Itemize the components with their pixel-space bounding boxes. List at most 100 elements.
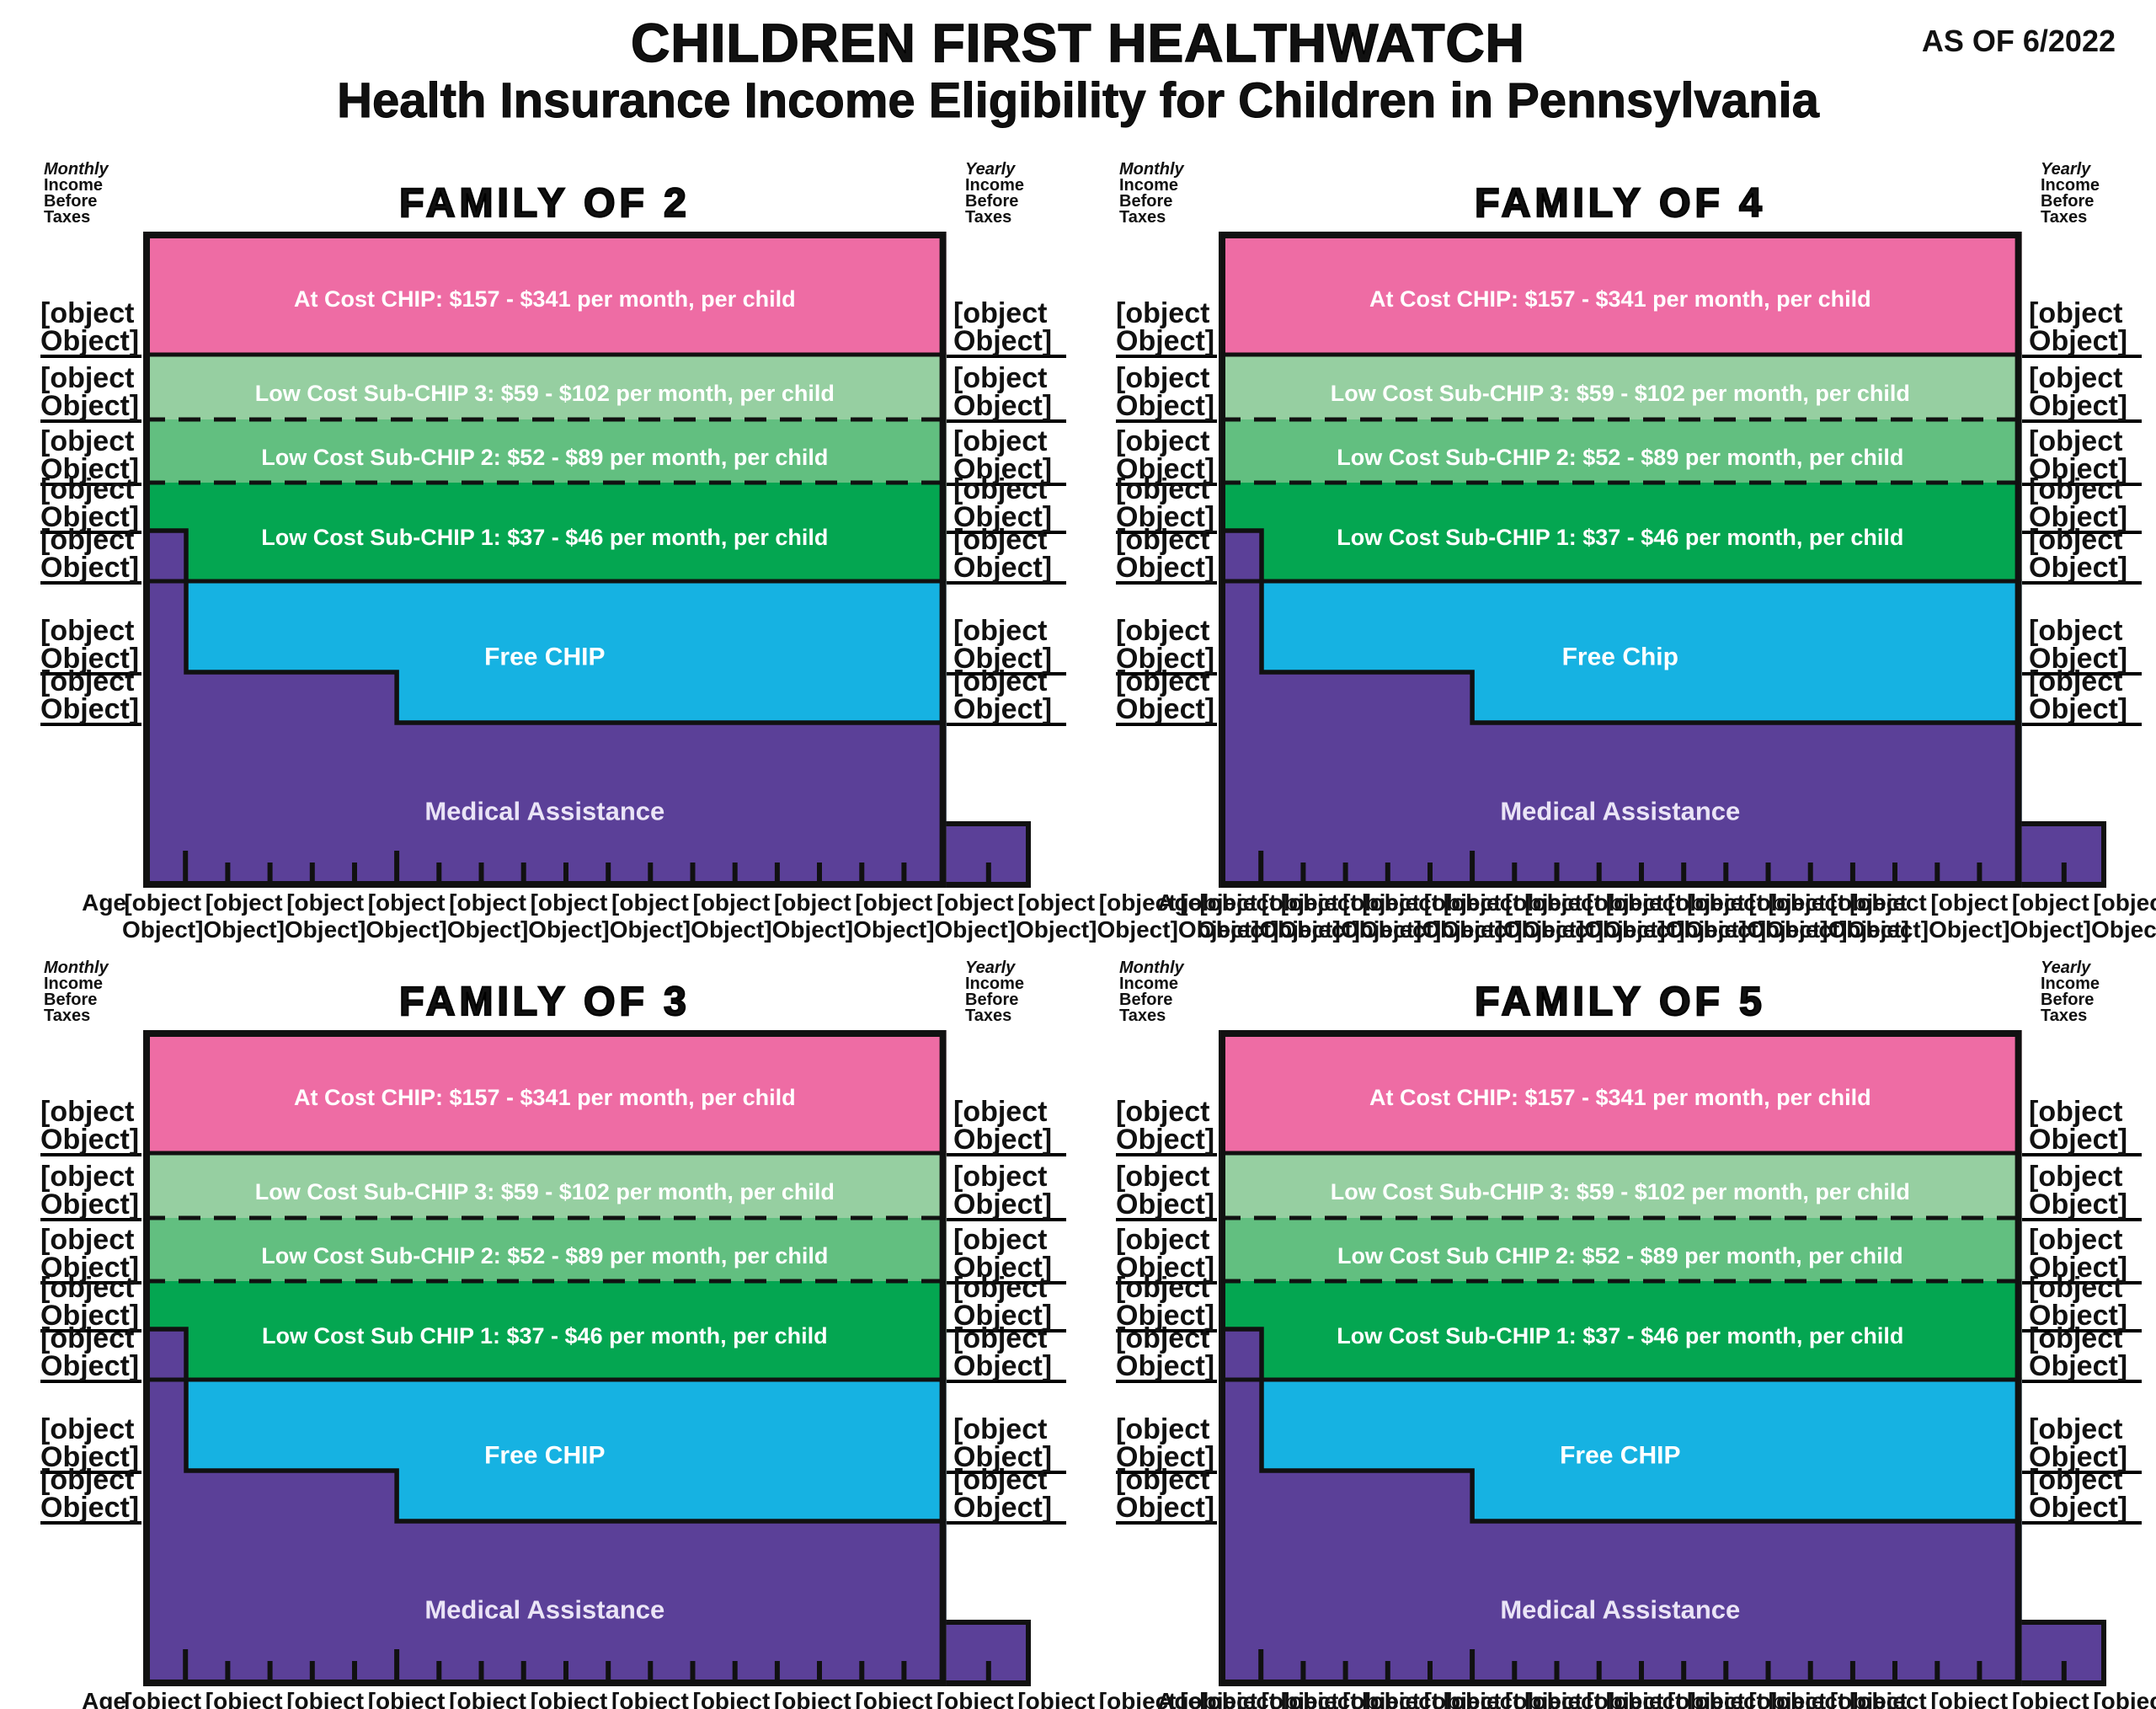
- axis-header-line: Taxes: [44, 1007, 91, 1025]
- medical-assistance-area: [143, 531, 947, 888]
- medical-assistance-outline: [143, 528, 947, 725]
- axis-header-line: Yearly: [965, 959, 1016, 977]
- yearly-axis-header: Yearly Income Before Taxes: [965, 160, 1025, 226]
- age-tick-label: [object Object]: [936, 1688, 1014, 1709]
- age-tick-label: [object Object]: [1278, 889, 1360, 943]
- axis-header-line: Before: [2041, 192, 2095, 211]
- monthly-money-label: [object Object]: [40, 475, 141, 534]
- axis-header-line: Taxes: [1119, 208, 1166, 227]
- monthly-money-label: [object Object]: [1116, 364, 1217, 423]
- axis-header-line: Income: [965, 975, 1025, 993]
- age-tick-label: [object Object]: [855, 1688, 933, 1709]
- monthly-money-label: [object Object]: [40, 1415, 141, 1474]
- yearly-money-label: [object Object]: [2022, 475, 2142, 534]
- monthly-labels: [object Object] [object Object] [object Ob…: [40, 950, 143, 1709]
- age-tick-label: [object Object]: [1359, 889, 1442, 943]
- yearly-labels: [object Object] [object Object] [object Ob…: [947, 950, 1066, 1709]
- sub-chip1-band: [143, 1281, 947, 1380]
- yearly-money-label: [object Object]: [947, 364, 1066, 423]
- sub-chip1-label: Low Cost Sub-CHIP 1: $37 - $46 per month…: [261, 525, 828, 550]
- yearly-labels: [object Object] [object Object] [object Ob…: [947, 152, 1066, 914]
- monthly-money-label: [object Object]: [1116, 1466, 1217, 1525]
- monthly-money-label: [object Object]: [1116, 1097, 1217, 1156]
- age-tick-label: [object Object]: [528, 889, 610, 943]
- age-tick-label: [object Object]: [1177, 889, 1260, 943]
- medical-assistance-label: Medical Assistance: [424, 1595, 664, 1625]
- monthly-money-label: [object Object]: [40, 1466, 141, 1525]
- eligibility-chart: At Cost CHIP: $157 - $341 per month, per…: [143, 232, 1031, 888]
- axis-header-line: Before: [1119, 192, 1173, 211]
- age-tick-label: [object Object]: [1930, 1688, 2009, 1709]
- age-tick-label: [object Object]: [1929, 889, 2010, 943]
- axis-header-line: Yearly: [965, 160, 1016, 179]
- axis-header-line: Before: [44, 192, 98, 211]
- yearly-money-label: [object Object]: [2022, 1226, 2142, 1284]
- age-tick-label: [object Object]: [1443, 1688, 1521, 1709]
- age-tick-label: [object Object]: [1098, 1688, 1177, 1709]
- monthly-money-label: [object Object]: [40, 1097, 141, 1156]
- monthly-axis-header: Monthly Income Before Taxes: [44, 959, 109, 1025]
- monthly-axis-header: Monthly Income Before Taxes: [1119, 959, 1184, 1025]
- age-tick-label: [object Object]: [1522, 889, 1604, 943]
- age-tick-label: [object Object]: [1422, 889, 1503, 943]
- age-tick-label: [object Object]: [773, 1688, 851, 1709]
- sub-chip2-band: [143, 1218, 947, 1281]
- page-subtitle: Health Insurance Income Eligibility for …: [337, 73, 1820, 129]
- yearly-money-label: [object Object]: [947, 1274, 1066, 1332]
- medical-assistance-outline: [143, 1327, 947, 1524]
- medical-assistance-area: [1219, 1329, 2022, 1686]
- age-tick-label: [object Object]: [1015, 889, 1097, 943]
- sub-chip2-label: Low Cost Sub-CHIP 2: $52 - $89 per month…: [1337, 445, 1903, 470]
- monthly-money-label: [object Object]: [40, 667, 141, 726]
- age-tick-label: [object Object]: [1261, 1688, 1339, 1709]
- sub-chip2-label: Low Cost Sub-CHIP 2: $52 - $89 per month…: [261, 1243, 828, 1268]
- yearly-money-label: [object Object]: [947, 1097, 1066, 1156]
- chart-border: [143, 232, 947, 888]
- yearly-money-label: [object Object]: [2022, 617, 2142, 676]
- sub-chip3-band: [1219, 355, 2022, 419]
- age-tick-label: [object Object]: [1684, 889, 1767, 943]
- at-cost-chip-label: At Cost CHIP: $157 - $341 per month, per…: [1369, 286, 1871, 312]
- age-tick-label: [object Object]: [692, 1688, 771, 1709]
- sub-chip3-label: Low Cost Sub-CHIP 3: $59 - $102 per mont…: [255, 1179, 835, 1204]
- age-ticks: [183, 1649, 991, 1683]
- age-tick-label: [object Object]: [1505, 1688, 1582, 1709]
- monthly-money-label: [object Object]: [40, 1324, 141, 1383]
- age-tick-label: [object Object]: [1849, 1688, 1927, 1709]
- at-cost-chip-label: At Cost CHIP: $157 - $341 per month, per…: [1369, 1085, 1871, 1110]
- age-tick-label: [object Object]: [1828, 889, 1909, 943]
- family-panel: FAMILY OF 3 Monthly Income Before Taxes …: [0, 950, 1908, 1709]
- medical-assistance-outline: [1219, 1327, 2022, 1524]
- yearly-money-label: [object Object]: [947, 1162, 1066, 1221]
- monthly-labels: [object Object] [object Object] [object Ob…: [1116, 950, 1219, 1709]
- yearly-money-label: [object Object]: [947, 475, 1066, 534]
- age-axis-label: Age: [1157, 1688, 1202, 1709]
- axis-header-line: Taxes: [965, 1007, 1012, 1025]
- panel-title: FAMILY OF 3: [398, 979, 691, 1025]
- eligibility-chart: At Cost CHIP: $157 - $341 per month, per…: [1219, 232, 2106, 888]
- at-cost-chip-band: [1219, 232, 2022, 355]
- free-chip-label: Free CHIP: [1560, 1442, 1680, 1470]
- axis-header-line: Taxes: [1119, 1007, 1166, 1025]
- age-tick-label: [object Object]: [1423, 1688, 1502, 1709]
- yearly-money-label: [object Object]: [2022, 427, 2142, 486]
- axis-header-line: Income: [44, 176, 104, 195]
- age-tick-label: [object Object]: [2090, 889, 2156, 943]
- axis-header-line: Income: [965, 176, 1025, 195]
- yearly-axis-header: Yearly Income Before Taxes: [2041, 959, 2100, 1024]
- axis-header-line: Monthly: [44, 160, 109, 179]
- age-tick-label: [object Object]: [1280, 1688, 1358, 1709]
- yearly-money-label: [object Object]: [2022, 299, 2142, 358]
- age-tick-label: [object Object]: [1667, 1688, 1745, 1709]
- family-panel: FAMILY OF 4 Monthly Income Before Taxes …: [1075, 152, 2156, 943]
- age-tick-label: [object Object]: [205, 1688, 283, 1709]
- sub-chip3-band: [143, 355, 947, 419]
- sub-chip1-label: Low Cost Sub-CHIP 1: $37 - $46 per month…: [1337, 1323, 1903, 1349]
- stub-outline: [2021, 821, 2106, 888]
- sub-chip1-label: Low Cost Sub-CHIP 1: $37 - $46 per month…: [1337, 525, 1903, 550]
- monthly-money-label: [object Object]: [40, 1274, 141, 1332]
- yearly-labels: [object Object] [object Object] [object Ob…: [2022, 152, 2142, 914]
- medical-assistance-label: Medical Assistance: [1500, 797, 1740, 826]
